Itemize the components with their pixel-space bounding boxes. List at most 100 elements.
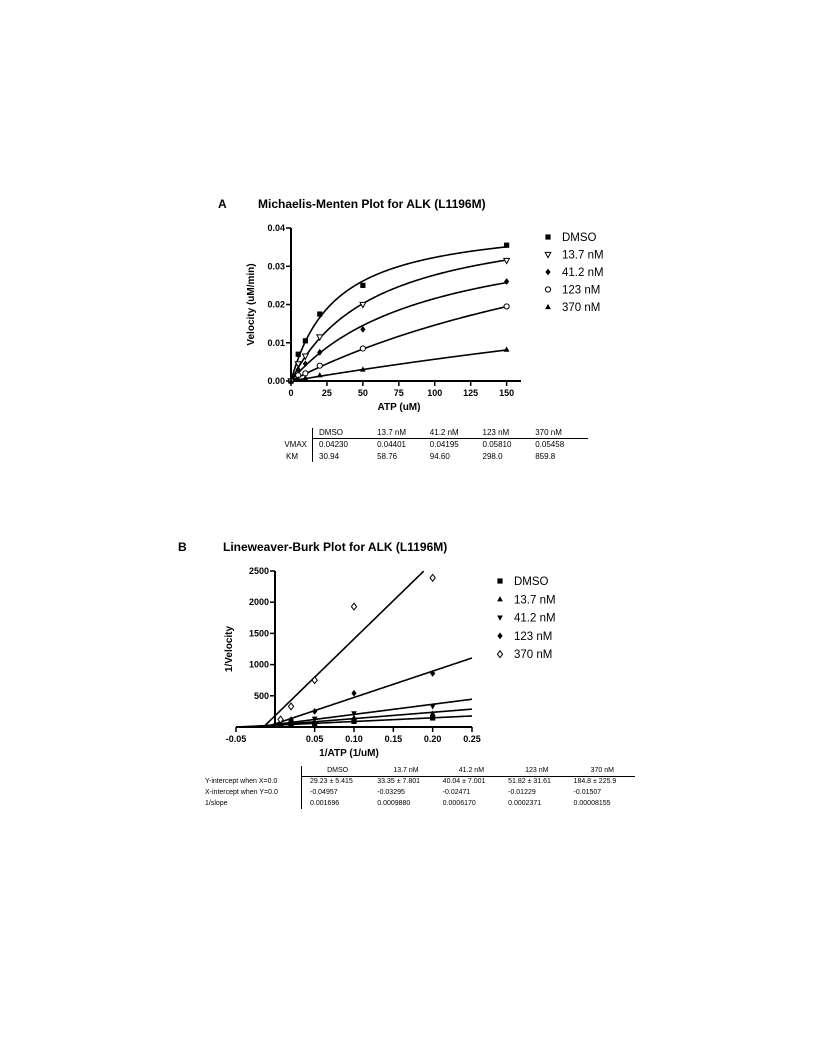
x-tick-label: 100 <box>427 388 442 398</box>
table-col-header: 41.2 nM <box>429 428 483 439</box>
data-point-41-2-nm <box>429 704 436 710</box>
legend-label-370-nm: 370 nM <box>562 302 600 314</box>
table-cell: 0.00008155 <box>573 800 611 807</box>
table-cell: 0.04401 <box>377 439 406 449</box>
legend-label-dmso: DMSO <box>562 232 597 244</box>
table-cell: 0.0006170 <box>442 800 476 807</box>
legend-marker-dmso <box>545 234 551 240</box>
table-cell: 51.82 ± 31.61 <box>508 778 551 786</box>
table-cell: 30.94 <box>319 451 340 461</box>
data-point-13-7-nm <box>301 353 310 361</box>
legend-marker-123-nm <box>544 286 552 293</box>
legend-marker-123-nm <box>497 632 503 640</box>
table-cell: 58.76 <box>377 451 398 461</box>
panel-a-table-header: DMSO 13.7 nM 41.2 nM 123 nM 370 nM <box>258 428 588 439</box>
data-point-123-nm <box>288 716 294 724</box>
legend-marker-dmso <box>497 578 503 584</box>
table-cell: 29.23 ± 5.415 <box>310 778 353 786</box>
legend-label-dmso: DMSO <box>514 576 549 588</box>
table-cell: -0.04957 <box>310 789 338 796</box>
table-col-header: DMSO <box>301 766 374 777</box>
x-tick-label: 0.25 <box>463 734 481 744</box>
data-point-41-2-nm <box>360 325 366 333</box>
x-tick-label: 0.05 <box>306 734 324 744</box>
y-tick-label: 1000 <box>249 660 269 670</box>
table-row-label: X-intercept when Y=0.0 <box>183 787 302 798</box>
data-point-370-nm <box>295 375 302 382</box>
data-point-370-nm <box>360 366 366 372</box>
table-row-label: Y-intercept when X=0.0 <box>183 776 302 787</box>
legend-marker-13-7-nm <box>544 251 552 259</box>
data-point-41-2-nm <box>504 278 510 285</box>
table-cell: -0.01229 <box>508 789 536 796</box>
x-tick-label: 75 <box>394 388 404 398</box>
legend-label-41-2-nm: 41.2 nM <box>562 267 604 279</box>
y-axis-label: Velocity (uM/min) <box>246 263 257 345</box>
fit-line-123-nm <box>266 657 473 728</box>
table-cell: 859.8 <box>535 451 556 461</box>
data-point-13-7-nm <box>359 301 367 309</box>
legend-marker-41-2-nm <box>545 268 551 276</box>
table-col-header: 13.7 nM <box>377 428 430 439</box>
x-tick-label: 150 <box>499 388 514 398</box>
data-point-123-nm <box>316 362 323 369</box>
table-cell: 0.0009880 <box>377 800 411 807</box>
data-point-370-nm <box>316 372 323 378</box>
table-cell: 298.0 <box>482 451 503 461</box>
fit-line-370-nm <box>263 570 425 727</box>
table-row: Y-intercept when X=0.0 29.23 ± 5.415 33.… <box>183 776 635 787</box>
data-point-13-7-nm <box>502 257 511 265</box>
table-cell: 40.04 ± 7.001 <box>442 778 486 786</box>
data-point-41-2-nm <box>351 711 357 717</box>
legend-label-123-nm: 123 nM <box>514 631 552 643</box>
x-tick-label: 0.15 <box>385 734 403 744</box>
table-row: 1/slope 0.001696 0.0009880 0.0006170 0.0… <box>183 798 635 809</box>
y-tick-label: 0.02 <box>267 300 285 310</box>
data-point-123-nm <box>430 669 436 677</box>
panel-a-title: Michaelis-Menten Plot for ALK (L1196M) <box>258 197 486 211</box>
x-tick-label: 25 <box>322 388 332 398</box>
table-col-header: 370 nM <box>569 766 635 777</box>
data-point-370-nm <box>350 602 358 611</box>
legend-label-123-nm: 123 nM <box>562 285 600 297</box>
data-point-123-nm <box>312 708 318 715</box>
data-point-dmso <box>430 715 436 721</box>
data-point-13-7-nm <box>316 334 324 342</box>
x-tick-label: 0.10 <box>345 734 363 744</box>
fit-line-123-nm <box>290 305 507 382</box>
data-point-41-2-nm <box>317 348 323 356</box>
data-point-dmso <box>312 721 318 728</box>
table-row-label: KM <box>258 450 313 462</box>
table-cell: 33.35 ± 7.801 <box>377 778 420 786</box>
table-row-label: 1/slope <box>183 798 302 809</box>
table-col-header: 370 nM <box>535 428 588 439</box>
legend-label-370-nm: 370 nM <box>514 649 552 661</box>
data-point-370-nm <box>288 377 294 384</box>
data-point-123-nm <box>351 689 357 697</box>
panel-b-table-header: DMSO 13.7 nM 41.2 nM 123 nM 370 nM <box>183 766 635 777</box>
table-row: X-intercept when Y=0.0 -0.04957 -0.03295… <box>183 787 635 798</box>
y-tick-label: 0.00 <box>267 376 285 386</box>
data-point-370-nm <box>311 675 318 685</box>
table-cell: 0.05810 <box>482 439 512 449</box>
y-tick-label: 1500 <box>249 628 269 638</box>
table-cell: 0.05458 <box>535 439 565 449</box>
panel-a-letter: A <box>218 197 227 211</box>
data-point-13-7-nm <box>429 710 436 716</box>
table-row-label: VMAX <box>258 438 313 450</box>
y-tick-label: 2500 <box>249 566 269 576</box>
table-cell: 184.8 ± 225.9 <box>573 778 617 786</box>
data-point-370-nm <box>429 573 436 583</box>
panel-a-table: DMSO 13.7 nM 41.2 nM 123 nM 370 nM VMAX … <box>258 428 588 462</box>
x-tick-label: -0.05 <box>226 734 247 744</box>
data-point-370-nm <box>287 702 295 711</box>
y-tick-label: 0.04 <box>267 223 285 233</box>
table-col-header: 123 nM <box>504 766 570 777</box>
table-cell: -0.03295 <box>377 789 405 796</box>
fit-line-dmso <box>290 246 507 382</box>
x-tick-label: 0 <box>288 388 293 398</box>
legend-label-41-2-nm: 41.2 nM <box>514 613 556 625</box>
table-cell: -0.02471 <box>442 789 471 796</box>
